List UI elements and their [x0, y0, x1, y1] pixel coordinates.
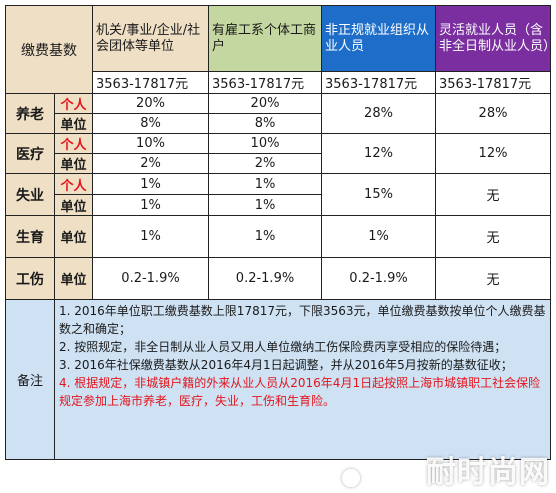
pension-c3: 28% [321, 93, 436, 134]
row-pension: 养老 [5, 93, 55, 134]
label-unit: 单位 [54, 215, 93, 258]
label-individual: 个人 [54, 133, 93, 154]
notes-label: 备注 [5, 299, 55, 460]
social-insurance-table: 缴费基数 机关/事业/企业/社会团体等单位 有雇工系个体工商户 非正规就业组织从… [5, 5, 556, 460]
injury-c3: 0.2-1.9% [321, 257, 436, 300]
medical-unit-c2: 2% [208, 153, 322, 174]
label-individual: 个人 [54, 173, 93, 195]
row-injury: 工伤 [5, 257, 55, 300]
maternity-c4: 无 [435, 215, 551, 258]
pension-unit-c1: 8% [92, 113, 209, 134]
injury-c4: 无 [435, 257, 551, 300]
injury-unit-c1: 0.2-1.9% [92, 257, 209, 300]
col-header-self-employed: 有雇工系个体工商户 [208, 5, 322, 72]
unemployment-c3: 15% [321, 173, 436, 216]
label-individual: 个人 [54, 93, 93, 114]
pension-ind-c2: 20% [208, 93, 322, 114]
pension-ind-c1: 20% [92, 93, 209, 114]
watermark: 耐时尚网 [426, 455, 550, 490]
pension-unit-c2: 8% [208, 113, 322, 134]
label-unit: 单位 [54, 194, 93, 216]
col-header-institutions: 机关/事业/企业/社会团体等单位 [92, 5, 209, 72]
maternity-c3: 1% [321, 215, 436, 258]
label-unit: 单位 [54, 153, 93, 174]
medical-unit-c1: 2% [92, 153, 209, 174]
base-label: 缴费基数 [5, 5, 93, 94]
note-item: 3. 2016年社保缴费基数从2016年4月1日起调整，并从2016年5月按新的… [59, 358, 513, 372]
maternity-unit-c2: 1% [208, 215, 322, 258]
medical-c3: 12% [321, 133, 436, 174]
note-item: 1. 2016年单位职工缴费基数上限17817元，下限3563元，单位缴费基数按… [59, 304, 546, 336]
label-unit: 单位 [54, 113, 93, 134]
unemployment-ind-c2: 1% [208, 173, 322, 195]
medical-ind-c1: 10% [92, 133, 209, 154]
notes-cell: 1. 2016年单位职工缴费基数上限17817元，下限3563元，单位缴费基数按… [54, 299, 551, 460]
note-item: 2. 按照规定，非全日制从业人员又用人单位缴纳工伤保险费丙享受相应的保险待遇； [59, 340, 507, 354]
unemployment-unit-c2: 1% [208, 194, 322, 216]
unemployment-ind-c1: 1% [92, 173, 209, 195]
label-unit: 单位 [54, 257, 93, 300]
row-unemployment: 失业 [5, 173, 55, 216]
unemployment-unit-c1: 1% [92, 194, 209, 216]
note-item: 4. 根据规定，非城镇户籍的外来从业人员从2016年4月1日起按照上海市城镇职工… [59, 376, 541, 408]
range-flexible: 3563-17817元 [435, 71, 551, 94]
maternity-unit-c1: 1% [92, 215, 209, 258]
injury-unit-c2: 0.2-1.9% [208, 257, 322, 300]
range-institutions: 3563-17817元 [92, 71, 209, 94]
col-header-informal: 非正规就业组织从业人员 [321, 5, 436, 72]
watermark-logo [342, 469, 360, 487]
col-header-flexible: 灵活就业人员（含非全日制从业人员） [435, 5, 556, 72]
row-medical: 医疗 [5, 133, 55, 174]
range-self-employed: 3563-17817元 [208, 71, 322, 94]
row-maternity: 生育 [5, 215, 55, 258]
pension-c4: 28% [435, 93, 551, 134]
medical-c4: 12% [435, 133, 551, 174]
unemployment-c4: 无 [435, 173, 551, 216]
range-informal: 3563-17817元 [321, 71, 436, 94]
medical-ind-c2: 10% [208, 133, 322, 154]
